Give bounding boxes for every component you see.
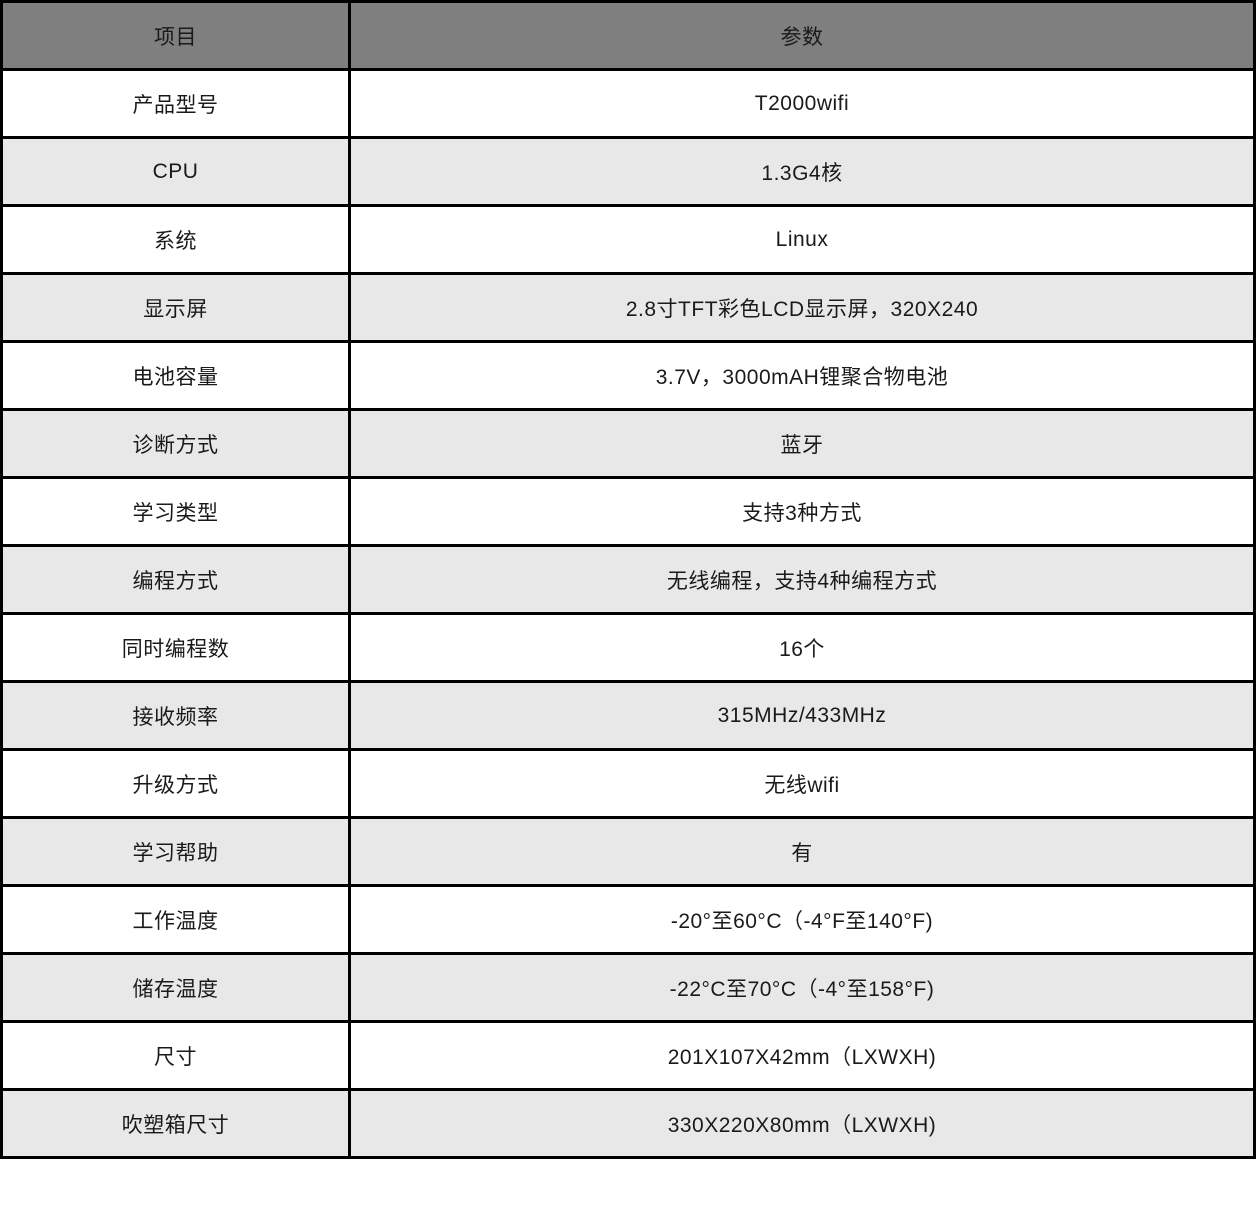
value-cell: 3.7V，3000mAH锂聚合物电池 [348, 340, 1256, 411]
item-cell: CPU [0, 136, 351, 207]
value-cell: -20°至60°C（-4°F至140°F) [348, 884, 1256, 955]
value-cell: 有 [348, 816, 1256, 887]
value-cell: 无线wifi [348, 748, 1256, 819]
table-row: 学习帮助有 [0, 816, 1256, 887]
column-header-item: 项目 [0, 0, 351, 71]
table-row: 编程方式 无线编程，支持4种编程方式 [0, 544, 1256, 615]
table-row: 储存温度 -22°C至70°C（-4°至158°F) [0, 952, 1256, 1023]
item-cell: 学习类型 [0, 476, 351, 547]
item-cell: 吹塑箱尺寸 [0, 1088, 351, 1159]
item-cell: 同时编程数 [0, 612, 351, 683]
value-cell: 315MHz/433MHz [348, 680, 1256, 751]
item-cell: 尺寸 [0, 1020, 351, 1091]
header-row: 项目 参数 [0, 0, 1256, 71]
item-cell: 产品型号 [0, 68, 351, 139]
value-cell: 1.3G4核 [348, 136, 1256, 207]
value-cell: -22°C至70°C（-4°至158°F) [348, 952, 1256, 1023]
table-row: 升级方式 无线wifi [0, 748, 1256, 819]
table-row: 接收频率 315MHz/433MHz [0, 680, 1256, 751]
item-cell: 接收频率 [0, 680, 351, 751]
table-row: 尺寸 201X107X42mm（LXWXH) [0, 1020, 1256, 1091]
value-cell: 无线编程，支持4种编程方式 [348, 544, 1256, 615]
value-cell: 蓝牙 [348, 408, 1256, 479]
item-cell: 诊断方式 [0, 408, 351, 479]
table-header: 项目 参数 [0, 0, 1256, 71]
item-cell: 显示屏 [0, 272, 351, 343]
table-row: 学习类型 支持3种方式 [0, 476, 1256, 547]
table-row: 电池容量 3.7V，3000mAH锂聚合物电池 [0, 340, 1256, 411]
table-row: 产品型号 T2000wifi [0, 68, 1256, 139]
item-cell: 储存温度 [0, 952, 351, 1023]
value-cell: 330X220X80mm（LXWXH) [348, 1088, 1256, 1159]
table-row: CPU 1.3G4核 [0, 136, 1256, 207]
table-row: 诊断方式 蓝牙 [0, 408, 1256, 479]
table-row: 系统 Linux [0, 204, 1256, 275]
table-row: 工作温度 -20°至60°C（-4°F至140°F) [0, 884, 1256, 955]
value-cell: 支持3种方式 [348, 476, 1256, 547]
value-cell: Linux [348, 204, 1256, 275]
item-cell: 系统 [0, 204, 351, 275]
item-cell: 电池容量 [0, 340, 351, 411]
value-cell: 2.8寸TFT彩色LCD显示屏，320X240 [348, 272, 1256, 343]
table-row: 吹塑箱尺寸 330X220X80mm（LXWXH) [0, 1088, 1256, 1159]
table-body: 产品型号 T2000wifi CPU 1.3G4核 系统 Linux 显示屏 2.8寸TFT彩… [0, 68, 1256, 1159]
table-row: 显示屏 2.8寸TFT彩色LCD显示屏，320X240 [0, 272, 1256, 343]
value-cell: 201X107X42mm（LXWXH) [348, 1020, 1256, 1091]
value-cell: T2000wifi [348, 68, 1256, 139]
table-row: 同时编程数 16个 [0, 612, 1256, 683]
column-header-parameter: 参数 [348, 0, 1256, 71]
value-cell: 16个 [348, 612, 1256, 683]
item-cell: 升级方式 [0, 748, 351, 819]
item-cell: 编程方式 [0, 544, 351, 615]
spec-table: 项目 参数 产品型号 T2000wifi CPU 1.3G4核 系统 Linux 显示屏 2.… [0, 0, 1256, 1159]
item-cell: 学习帮助 [0, 816, 351, 887]
item-cell: 工作温度 [0, 884, 351, 955]
